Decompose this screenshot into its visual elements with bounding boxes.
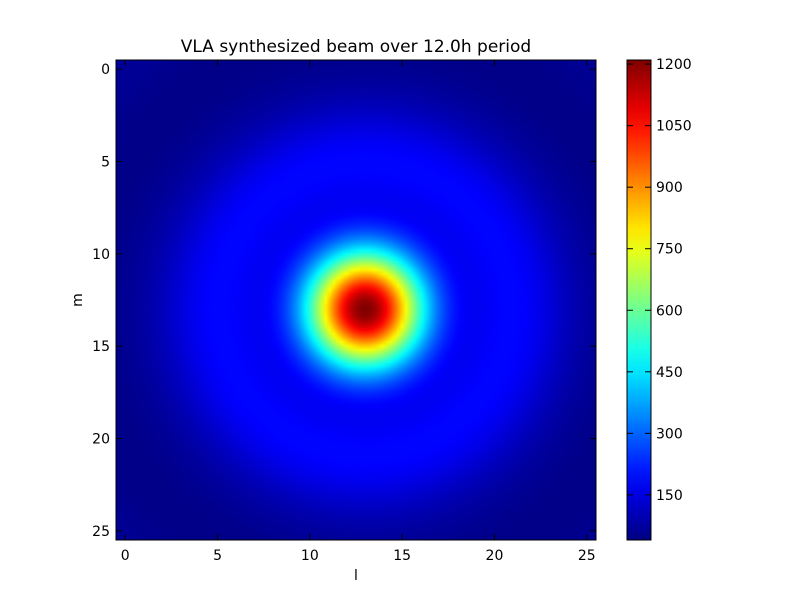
colorbar [627,60,651,540]
y-tick-label: 10 [92,247,110,263]
y-tick-label: 5 [101,155,110,171]
x-tick-label: 10 [301,548,319,564]
y-axis-label: m [70,293,86,307]
x-tick-label: 25 [578,548,596,564]
colorbar-tick-label: 1200 [656,57,692,73]
colorbar-tick-label: 300 [656,426,683,442]
chart-title: VLA synthesized beam over 12.0h period [181,37,531,57]
y-tick-label: 20 [92,431,110,447]
colorbar-tick-label: 1050 [656,119,692,135]
heatmap [116,60,596,540]
x-tick-label: 20 [486,548,504,564]
colorbar-tick-label: 900 [656,180,683,196]
x-tick-label: 5 [213,548,222,564]
x-axis-label: l [354,568,358,584]
y-axis-ticks: 0 5 10 15 20 25 [92,62,596,540]
colorbar-tick-label: 750 [656,242,683,258]
y-tick-label: 25 [92,524,110,540]
colorbar-tick-label: 150 [656,488,683,504]
y-tick-label: 0 [101,62,110,78]
colorbar-ticks: 150 300 450 600 750 900 1050 1200 [627,57,692,504]
colorbar-tick-label: 450 [656,365,683,381]
colorbar-frame [626,59,652,541]
y-tick-label: 15 [92,339,110,355]
x-axis-ticks: 0 5 10 15 20 25 [121,60,596,564]
heatmap-image [116,60,596,540]
x-tick-label: 15 [393,548,411,564]
x-tick-label: 0 [121,548,130,564]
colorbar-tick-label: 600 [656,303,683,319]
plot-frame [115,59,597,541]
